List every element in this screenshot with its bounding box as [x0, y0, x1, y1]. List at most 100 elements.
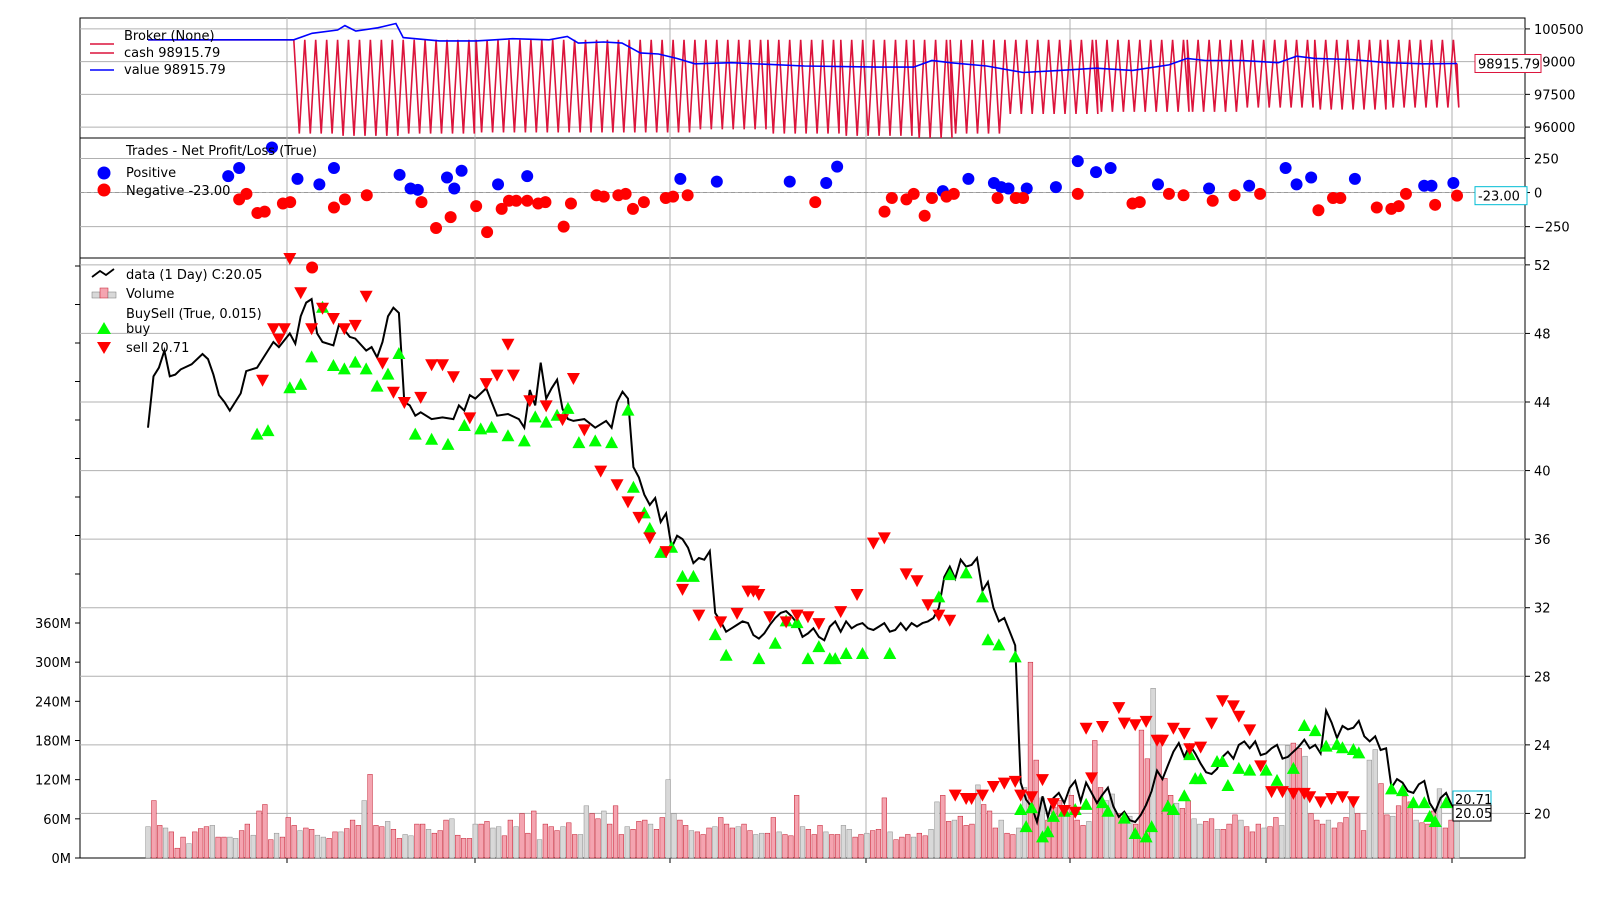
legend-trades-swatch-1 — [97, 166, 111, 180]
volume-bar-21 — [268, 839, 274, 859]
sell-marker-53 — [921, 599, 935, 612]
trade-negative-54 — [1334, 192, 1347, 204]
trade-negative-40 — [947, 187, 960, 200]
buy-marker-85 — [1297, 719, 1311, 731]
labels: Broker (None) cash 98915.79 value 98915.79… — [90, 29, 317, 356]
volume-bar-216 — [1407, 801, 1413, 859]
buy-marker-81 — [1243, 763, 1257, 776]
volume-bar-134 — [928, 829, 934, 859]
volume-bar-51 — [443, 819, 449, 859]
volume-bar-117 — [829, 834, 835, 859]
volume-bar-156 — [1057, 800, 1063, 859]
volume-bar-103 — [747, 830, 753, 859]
volume-bar-36 — [355, 825, 361, 859]
volume-bar-20 — [262, 804, 268, 859]
trade-negative-7 — [327, 201, 340, 214]
volume-bar-0 — [145, 826, 151, 859]
buy-marker-9 — [359, 362, 373, 375]
volume-bar-59 — [490, 827, 496, 859]
trade-positive-32 — [1279, 162, 1292, 174]
sell-marker-51 — [899, 568, 913, 581]
trade-positive-20 — [962, 172, 975, 185]
volume-bar-80 — [612, 805, 619, 859]
volume-bar-131 — [910, 836, 917, 859]
volume-bar-180 — [1197, 823, 1203, 859]
volume-bar-41 — [385, 821, 391, 859]
buy-marker-93 — [1395, 784, 1409, 797]
volume-bar-8 — [192, 831, 198, 859]
buy-marker-91 — [1352, 746, 1366, 759]
trade-positive-28 — [1104, 162, 1117, 174]
trade-negative-17 — [510, 194, 523, 207]
sell-marker-93 — [1314, 796, 1328, 809]
buy-marker-41 — [790, 616, 804, 629]
buy-marker-38 — [752, 652, 766, 665]
volume-bar-76 — [589, 813, 595, 859]
sell-marker-28 — [577, 424, 591, 437]
sell-marker-72 — [1112, 702, 1126, 715]
volume-bar-74 — [577, 834, 584, 859]
sell-marker-16 — [425, 359, 439, 372]
trade-negative-21 — [557, 220, 570, 233]
trades-panel: −250 0 250 -23.00 — [80, 141, 1570, 274]
volume-bar-7 — [186, 843, 192, 859]
volume-bar-56 — [472, 823, 478, 859]
volume-bar-85 — [642, 819, 648, 859]
trades-last-value: -23.00 — [1478, 190, 1520, 205]
volume-bar-37 — [361, 800, 367, 859]
volume-bar-24 — [285, 817, 291, 859]
buy-marker-12 — [392, 347, 406, 359]
sell-marker-31 — [621, 496, 635, 509]
trade-positive-13 — [521, 170, 534, 183]
volume-bar-44 — [402, 834, 408, 859]
volume-bar-158 — [1068, 795, 1074, 859]
volume-bar-106 — [764, 832, 771, 859]
volume-bar-189 — [1249, 831, 1256, 859]
sell-marker-12 — [376, 357, 390, 370]
sell-marker-89 — [1275, 786, 1289, 799]
trade-negative-38 — [925, 192, 938, 204]
sell-marker-6 — [305, 323, 319, 336]
volume-bar-48 — [425, 829, 432, 859]
trade-positive-26 — [1071, 155, 1084, 168]
buy-marker-76 — [1194, 772, 1208, 785]
volume-bar-169 — [1133, 823, 1139, 859]
volume-bar-211 — [1378, 783, 1384, 859]
volume-bar-89 — [665, 779, 671, 859]
panel-frame-3 — [79, 257, 1526, 859]
trade-negative-1 — [240, 187, 253, 200]
broker-last-value: 98915.79 — [1478, 57, 1540, 72]
trade-positive-10 — [448, 182, 461, 195]
volume-bar-187 — [1238, 819, 1244, 859]
volume-bar-40 — [379, 826, 385, 859]
volume-bar-16 — [238, 830, 245, 859]
trade-negative-12 — [444, 211, 457, 224]
trade-negative-3 — [258, 205, 271, 218]
volume-bar-118 — [834, 834, 841, 859]
sell-marker-82 — [1205, 717, 1219, 730]
buy-marker-95 — [1417, 796, 1431, 809]
legend-label-1: cash 98915.79 — [124, 46, 220, 61]
volume-bar-122 — [858, 834, 864, 859]
volume-bar-86 — [647, 823, 654, 859]
volume-bar-116 — [823, 831, 829, 859]
volume-bar-46 — [414, 823, 420, 859]
volume-bar-57 — [478, 823, 484, 859]
volume-bar-52 — [449, 818, 455, 859]
trade-negative-8 — [338, 193, 351, 206]
buy-marker-11 — [381, 367, 395, 380]
volume-bar-99 — [723, 823, 730, 859]
broker-ytick-label-2: 99000 — [1534, 56, 1575, 71]
volume-bar-43 — [396, 838, 402, 859]
volume-bar-201 — [1320, 823, 1326, 859]
trade-positive-8 — [411, 183, 424, 196]
legend-price-label-0: data (1 Day) C:20.05 — [126, 268, 262, 283]
price-last-value-box-1 — [1452, 804, 1492, 822]
buy-marker-29 — [626, 480, 640, 493]
sell-marker-7 — [316, 302, 330, 315]
sell-marker-3 — [277, 323, 291, 336]
price-ytick-label-6: 44 — [1534, 396, 1551, 411]
buy-marker-16 — [457, 419, 471, 431]
volume-bar-19 — [256, 810, 262, 859]
buy-marker-1 — [261, 424, 275, 437]
